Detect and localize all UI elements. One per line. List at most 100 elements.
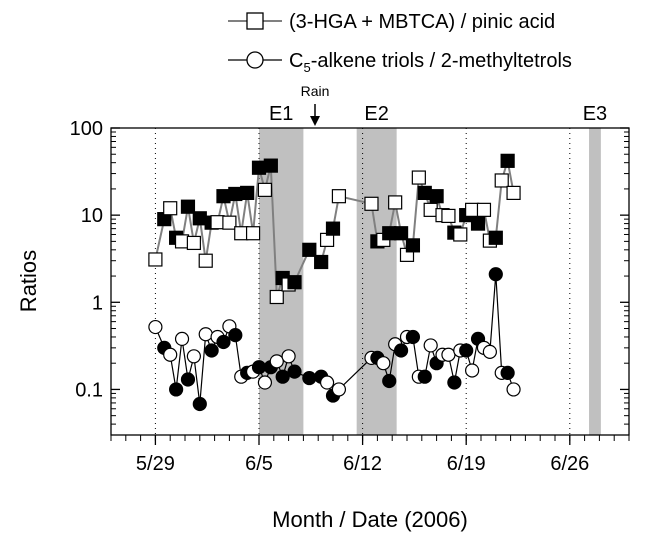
data-point-square (325, 221, 341, 236)
data-point-circle (216, 334, 231, 350)
data-point-square (210, 215, 225, 230)
data-point-square (287, 275, 302, 290)
legend-marker-series-2 (246, 51, 264, 69)
x-tick-label: 6/5 (245, 453, 273, 475)
data-point-square (269, 289, 284, 305)
data-point-square (331, 189, 347, 204)
x-tick-label: 6/12 (343, 453, 382, 475)
data-point-square (234, 226, 249, 241)
data-point-square (488, 230, 503, 245)
data-point-square (251, 160, 267, 175)
data-point-circle (441, 347, 456, 362)
data-point-circle (192, 396, 207, 412)
data-point-square (240, 185, 255, 200)
rain-label: Rain (301, 83, 330, 99)
data-point-circle (287, 364, 302, 379)
data-point-circle (228, 328, 243, 343)
event-bands: E1 E2 E3 (259, 103, 607, 435)
data-point-circle (447, 375, 462, 390)
data-point-circle (393, 343, 409, 358)
data-point-square (228, 186, 243, 202)
data-point-square (163, 201, 178, 216)
data-point-square (470, 216, 486, 231)
data-point-circle (275, 369, 290, 384)
data-point-square (506, 185, 521, 200)
y-tick-label: 0.1 (75, 379, 103, 401)
data-point-square (216, 189, 231, 204)
data-point-circle (506, 382, 521, 397)
legend: (3-HGA + MBTCA) / pinic acid C5-alkene t… (228, 11, 572, 75)
x-tick-label: 5/29 (136, 453, 175, 475)
data-point-square (500, 153, 515, 168)
data-point-square (441, 208, 456, 224)
y-tick-label: 1 (92, 292, 103, 314)
data-point-square (245, 226, 261, 241)
event-band-e3 (589, 128, 601, 435)
data-point-square (405, 238, 421, 253)
data-point-circle (405, 329, 421, 345)
event-label-e2: E2 (364, 103, 388, 125)
data-point-circle (465, 363, 480, 378)
x-axis-title: Month / Date (2006) (272, 507, 468, 532)
data-point-square (180, 199, 196, 214)
legend-marker-series-1 (246, 12, 264, 30)
data-point-square (393, 226, 409, 241)
data-point-square (417, 185, 432, 200)
data-point-circle (376, 356, 391, 371)
series-group (148, 153, 521, 412)
data-point-circle (482, 344, 497, 359)
data-point-circle (198, 327, 213, 342)
data-point-square (423, 202, 438, 217)
data-point-square (476, 202, 492, 217)
event-label-e1: E1 (269, 103, 293, 125)
data-point-square (429, 189, 444, 204)
data-point-circle (251, 360, 267, 375)
rain-annotation: Rain (301, 83, 330, 126)
data-point-circle (417, 369, 432, 384)
data-point-square (364, 196, 379, 211)
data-point-circle (382, 373, 397, 389)
event-label-e3: E3 (583, 103, 607, 125)
data-point-circle (423, 338, 438, 353)
data-point-circle (186, 349, 201, 364)
rain-arrow-head (310, 116, 320, 126)
data-point-square (186, 235, 201, 251)
data-point-square (263, 158, 278, 173)
data-point-circle (163, 347, 178, 362)
data-point-circle (319, 375, 335, 390)
data-point-square (388, 195, 403, 210)
x-tick-label: 6/26 (550, 453, 589, 475)
legend-label-series-2: C5-alkene triols / 2-methyltetrols (289, 50, 572, 75)
data-point-circle (169, 382, 184, 397)
y-axis-title: Ratios (16, 250, 41, 312)
data-point-circle (281, 349, 296, 364)
data-point-square (302, 242, 317, 257)
data-point-square (198, 253, 213, 268)
data-point-circle (302, 370, 317, 386)
data-point-square (148, 252, 163, 267)
data-point-square (222, 215, 237, 230)
data-point-circle (257, 375, 273, 390)
data-point-circle (148, 319, 163, 335)
data-point-circle (459, 343, 474, 358)
data-point-square (465, 202, 480, 217)
data-point-square (453, 227, 468, 242)
data-point-circle (488, 267, 503, 282)
data-point-circle (174, 331, 190, 347)
data-point-circle (269, 354, 284, 369)
y-tick-label: 10 (81, 205, 103, 227)
data-point-square (314, 254, 329, 270)
data-point-square (174, 234, 190, 249)
data-point-circle (331, 382, 347, 397)
data-point-circle (204, 343, 219, 358)
x-tick-label: 6/19 (447, 453, 486, 475)
data-point-square (192, 211, 207, 226)
data-point-square (494, 173, 509, 188)
y-tick-label: 100 (70, 118, 103, 140)
plot-frame (110, 127, 630, 436)
data-point-circle (180, 372, 196, 387)
axis-ticks: 0.1 1 10 100 5/29 6/5 6/12 6/19 6/26 (70, 118, 630, 475)
data-point-square (257, 182, 273, 197)
data-point-circle (500, 365, 515, 380)
